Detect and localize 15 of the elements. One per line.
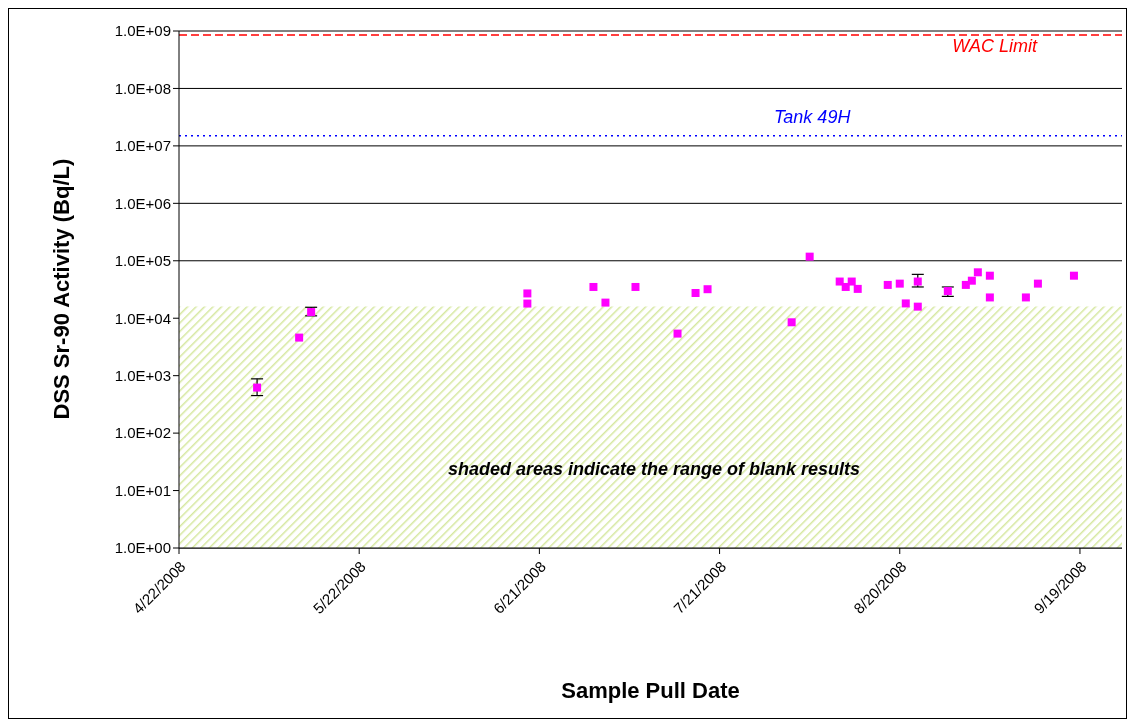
annotation: shaded areas indicate the range of blank results bbox=[446, 459, 862, 480]
y-tick-label: 1.0E+03 bbox=[114, 366, 171, 384]
y-tick-label: 1.0E+02 bbox=[114, 424, 171, 442]
x-axis-title: Sample Pull Date bbox=[561, 678, 740, 703]
y-tick-label: 1.0E+00 bbox=[114, 539, 171, 557]
y-axis-title: DSS Sr-90 Activity (Bq/L) bbox=[48, 158, 74, 420]
y-tick-label: 1.0E+06 bbox=[114, 194, 171, 212]
y-tick-label: 1.0E+04 bbox=[114, 309, 171, 327]
y-tick-label: 1.0E+08 bbox=[114, 79, 171, 97]
y-tick-label: 1.0E+07 bbox=[114, 137, 171, 155]
ref-line-label: Tank 49H bbox=[774, 106, 852, 127]
y-tick-label: 1.0E+01 bbox=[114, 481, 171, 499]
y-tick-label: 1.0E+05 bbox=[114, 252, 171, 270]
ref-line-label: WAC Limit bbox=[952, 36, 1038, 57]
y-tick-label: 1.0E+09 bbox=[114, 22, 171, 40]
